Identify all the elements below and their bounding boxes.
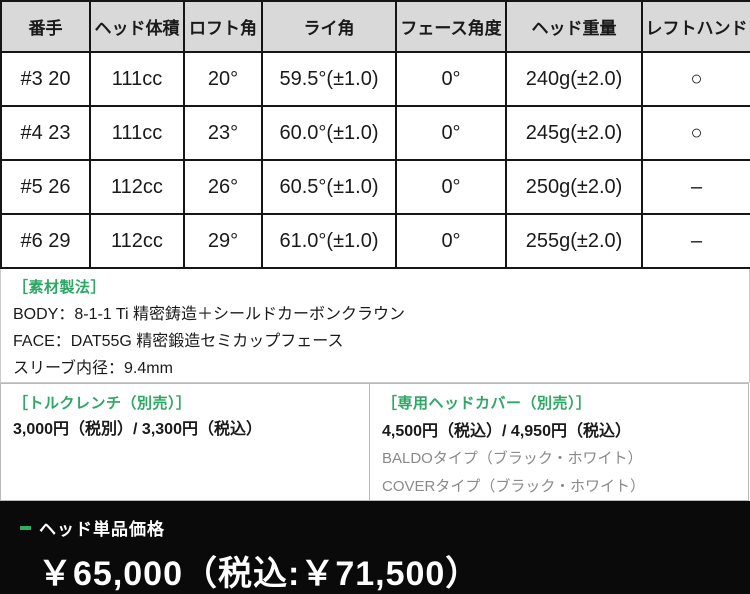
material-section-title: ［素材製法］ bbox=[13, 279, 107, 296]
material-face-line: FACE：DAT55G 精密鍛造セミカップフェース bbox=[13, 333, 344, 350]
green-dash-icon bbox=[20, 525, 31, 530]
cell-loft-angle: 20° bbox=[183, 51, 263, 107]
head-cover-box: ［専用ヘッドカバー（別売）］ 4,500円（税込）/ 4,950円（税込） BA… bbox=[369, 383, 749, 501]
cell-head-weight: 255g(±2.0) bbox=[505, 213, 643, 269]
torque-wrench-title: ［トルクレンチ（別売）］ bbox=[13, 395, 192, 412]
cell-lie-angle: 59.5°(±1.0) bbox=[261, 51, 397, 107]
cell-head-weight: 240g(±2.0) bbox=[505, 51, 643, 107]
head-cover-option-baldo: BALDOタイプ（ブラック・ホワイト） bbox=[382, 450, 643, 467]
head-unit-price-value: ￥65,000（税込:￥71,500） bbox=[38, 555, 481, 593]
table-row: #3 20 111cc 20° 59.5°(±1.0) 0° 240g(±2.0… bbox=[0, 51, 750, 107]
cell-loft-angle: 23° bbox=[183, 105, 263, 161]
col-header-face-angle: フェース角度 bbox=[395, 0, 507, 53]
torque-wrench-box: ［トルクレンチ（別売）］ 3,000円（税別）/ 3,300円（税込） bbox=[0, 383, 370, 501]
footer-label-row: ヘッド単品価格 bbox=[20, 515, 750, 540]
cell-left-hand: – bbox=[641, 213, 750, 269]
col-header-loft-angle: ロフト角 bbox=[183, 0, 263, 53]
col-header-lie-angle: ライ角 bbox=[261, 0, 397, 53]
table-row: #6 29 112cc 29° 61.0°(±1.0) 0° 255g(±2.0… bbox=[0, 213, 750, 269]
spec-table-header-row: 番手 ヘッド体積 ロフト角 ライ角 フェース角度 ヘッド重量 レフトハンド bbox=[0, 0, 750, 53]
cell-head-weight: 250g(±2.0) bbox=[505, 159, 643, 215]
col-header-head-volume: ヘッド体積 bbox=[89, 0, 185, 53]
cell-face-angle: 0° bbox=[395, 105, 507, 161]
cell-club-number: #5 26 bbox=[0, 159, 91, 215]
col-header-club-number: 番手 bbox=[0, 0, 91, 53]
material-sleeve-line: スリーブ内径：9.4mm bbox=[13, 360, 173, 377]
cell-loft-angle: 29° bbox=[183, 213, 263, 269]
head-cover-title: ［専用ヘッドカバー（別売）］ bbox=[382, 395, 592, 412]
material-construction-section: ［素材製法］ BODY：8-1-1 Ti 精密鋳造＋シールドカーボンクラウン F… bbox=[0, 269, 750, 383]
cell-lie-angle: 60.0°(±1.0) bbox=[261, 105, 397, 161]
cell-head-volume: 111cc bbox=[89, 105, 185, 161]
material-body-line: BODY：8-1-1 Ti 精密鋳造＋シールドカーボンクラウン bbox=[13, 306, 406, 323]
col-header-left-hand: レフトハンド bbox=[641, 0, 750, 53]
cell-left-hand: ○ bbox=[641, 51, 750, 107]
cell-lie-angle: 61.0°(±1.0) bbox=[261, 213, 397, 269]
cell-head-volume: 112cc bbox=[89, 213, 185, 269]
cell-face-angle: 0° bbox=[395, 51, 507, 107]
head-unit-price-label: ヘッド単品価格 bbox=[39, 520, 165, 539]
head-cover-option-cover: COVERタイプ（ブラック・ホワイト） bbox=[382, 478, 646, 495]
table-row: #5 26 112cc 26° 60.5°(±1.0) 0° 250g(±2.0… bbox=[0, 159, 750, 215]
head-cover-price: 4,500円（税込）/ 4,950円（税込） bbox=[382, 423, 631, 440]
cell-head-volume: 111cc bbox=[89, 51, 185, 107]
cell-club-number: #3 20 bbox=[0, 51, 91, 107]
cell-face-angle: 0° bbox=[395, 213, 507, 269]
col-header-head-weight: ヘッド重量 bbox=[505, 0, 643, 53]
table-row: #4 23 111cc 23° 60.0°(±1.0) 0° 245g(±2.0… bbox=[0, 105, 750, 161]
cell-left-hand: – bbox=[641, 159, 750, 215]
cell-lie-angle: 60.5°(±1.0) bbox=[261, 159, 397, 215]
cell-club-number: #4 23 bbox=[0, 105, 91, 161]
cell-head-weight: 245g(±2.0) bbox=[505, 105, 643, 161]
cell-club-number: #6 29 bbox=[0, 213, 91, 269]
cell-loft-angle: 26° bbox=[183, 159, 263, 215]
torque-wrench-price: 3,000円（税別）/ 3,300円（税込） bbox=[13, 421, 262, 438]
cell-head-volume: 112cc bbox=[89, 159, 185, 215]
price-footer: ヘッド単品価格 ￥65,000（税込:￥71,500） bbox=[0, 501, 750, 594]
cell-left-hand: ○ bbox=[641, 105, 750, 161]
club-spec-table: 番手 ヘッド体積 ロフト角 ライ角 フェース角度 ヘッド重量 レフトハンド #3… bbox=[0, 0, 750, 269]
cell-face-angle: 0° bbox=[395, 159, 507, 215]
accessory-boxes-row: ［トルクレンチ（別売）］ 3,000円（税別）/ 3,300円（税込） ［専用ヘ… bbox=[0, 383, 750, 501]
